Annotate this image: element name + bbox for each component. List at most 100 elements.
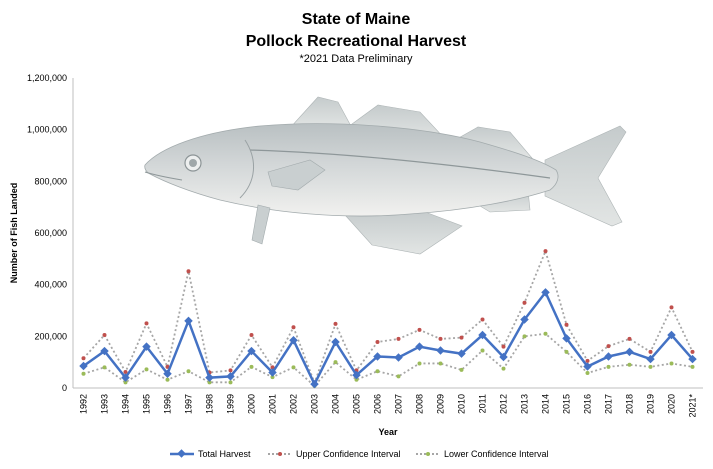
data-point: [583, 362, 592, 371]
data-point: [81, 371, 86, 376]
x-tick-label: 2019: [646, 394, 656, 414]
data-point: [417, 327, 422, 332]
data-point: [541, 288, 550, 297]
data-point: [585, 358, 590, 363]
y-tick-label: 400,000: [34, 280, 67, 290]
data-point: [228, 368, 233, 373]
data-point: [394, 353, 403, 362]
legend-label-lower-ci: Lower Confidence Interval: [444, 449, 549, 459]
data-point: [688, 354, 697, 364]
data-point: [646, 354, 655, 364]
data-point: [123, 369, 128, 374]
data-point: [585, 371, 590, 376]
data-point: [522, 300, 527, 305]
x-tick-label: 2002: [289, 394, 299, 414]
lateral-line: [249, 149, 551, 179]
data-point: [165, 364, 170, 369]
data-point: [79, 361, 88, 371]
data-point: [396, 374, 401, 379]
data-point: [268, 368, 277, 377]
data-point: [667, 330, 676, 340]
data-point: [228, 380, 233, 385]
chart-title-line1: State of Maine: [302, 11, 411, 28]
legend: Total Harvest Upper Confidence Interval …: [170, 449, 549, 459]
x-tick-label: 1997: [184, 394, 194, 414]
data-point: [480, 348, 485, 353]
x-tick-label: 2005: [352, 394, 362, 414]
x-tick-label: 2000: [247, 394, 257, 414]
series-layer: [79, 248, 697, 389]
data-point: [606, 364, 611, 369]
data-point: [669, 361, 674, 366]
gill-cover: [239, 139, 255, 199]
data-point: [102, 365, 107, 370]
data-point: [102, 333, 107, 338]
pollock-illustration: [144, 96, 627, 255]
data-point: [291, 365, 296, 370]
data-point: [648, 364, 653, 369]
x-tick-labels: 1992 1993 1994 1995 1996 1997 1998 1999 2000 2001…: [79, 394, 698, 418]
x-tick-label: 1996: [163, 394, 173, 414]
x-axis-label: Year: [378, 427, 398, 437]
data-point: [457, 349, 466, 358]
data-point: [207, 380, 212, 385]
x-tick-label: 2014: [541, 394, 551, 414]
data-point: [121, 373, 130, 382]
data-point: [627, 362, 632, 367]
anal-fin-1: [344, 209, 463, 255]
data-point: [648, 349, 653, 354]
data-point: [606, 344, 611, 349]
series-line: [83, 332, 693, 388]
data-point: [142, 342, 151, 351]
data-point: [625, 347, 634, 357]
data-point: [289, 335, 298, 345]
x-tick-label: 1995: [142, 394, 152, 414]
x-tick-label: 2009: [436, 394, 446, 414]
x-tick-label: 1999: [226, 394, 236, 414]
data-point: [396, 336, 401, 341]
data-point: [459, 335, 464, 340]
data-point: [543, 331, 548, 336]
data-point: [417, 361, 422, 366]
series-lower-confidence-interval: [81, 331, 695, 388]
series-line: [82, 290, 694, 387]
legend-item-lower-ci: Lower Confidence Interval: [416, 449, 549, 459]
data-point: [436, 346, 445, 355]
data-point: [247, 346, 256, 356]
data-point: [81, 356, 86, 361]
data-point: [333, 321, 338, 326]
x-tick-label: 2013: [520, 394, 530, 414]
y-tick-label: 1,000,000: [27, 125, 67, 135]
y-tick-label: 1,200,000: [27, 73, 67, 83]
y-tick-label: 200,000: [34, 331, 67, 341]
data-point: [184, 316, 193, 326]
data-point: [270, 375, 275, 380]
data-point: [478, 330, 487, 340]
x-tick-label: 1992: [79, 394, 89, 414]
data-point: [604, 352, 613, 361]
data-point: [562, 334, 571, 343]
data-point: [310, 379, 319, 389]
y-tick-label: 600,000: [34, 228, 67, 238]
legend-item-upper-ci: Upper Confidence Interval: [268, 449, 401, 459]
data-point: [522, 334, 527, 339]
data-point: [123, 380, 128, 385]
data-point: [333, 360, 338, 365]
x-tick-label: 2016: [583, 394, 593, 414]
data-point: [627, 336, 632, 341]
data-point: [352, 370, 361, 380]
data-point: [291, 325, 296, 330]
y-axis-label: Number of Fish Landed: [9, 183, 19, 284]
data-point: [205, 373, 214, 382]
data-point: [226, 372, 235, 381]
x-tick-label: 2020: [667, 394, 677, 414]
data-point: [270, 365, 275, 370]
x-tick-label: 2007: [394, 394, 404, 414]
data-point: [438, 336, 443, 341]
chart-subtitle: *2021 Data Preliminary: [299, 53, 413, 65]
x-tick-label: 2012: [499, 394, 509, 414]
pectoral-fin: [267, 159, 326, 191]
data-point: [501, 366, 506, 371]
x-tick-label: 2015: [562, 394, 572, 414]
